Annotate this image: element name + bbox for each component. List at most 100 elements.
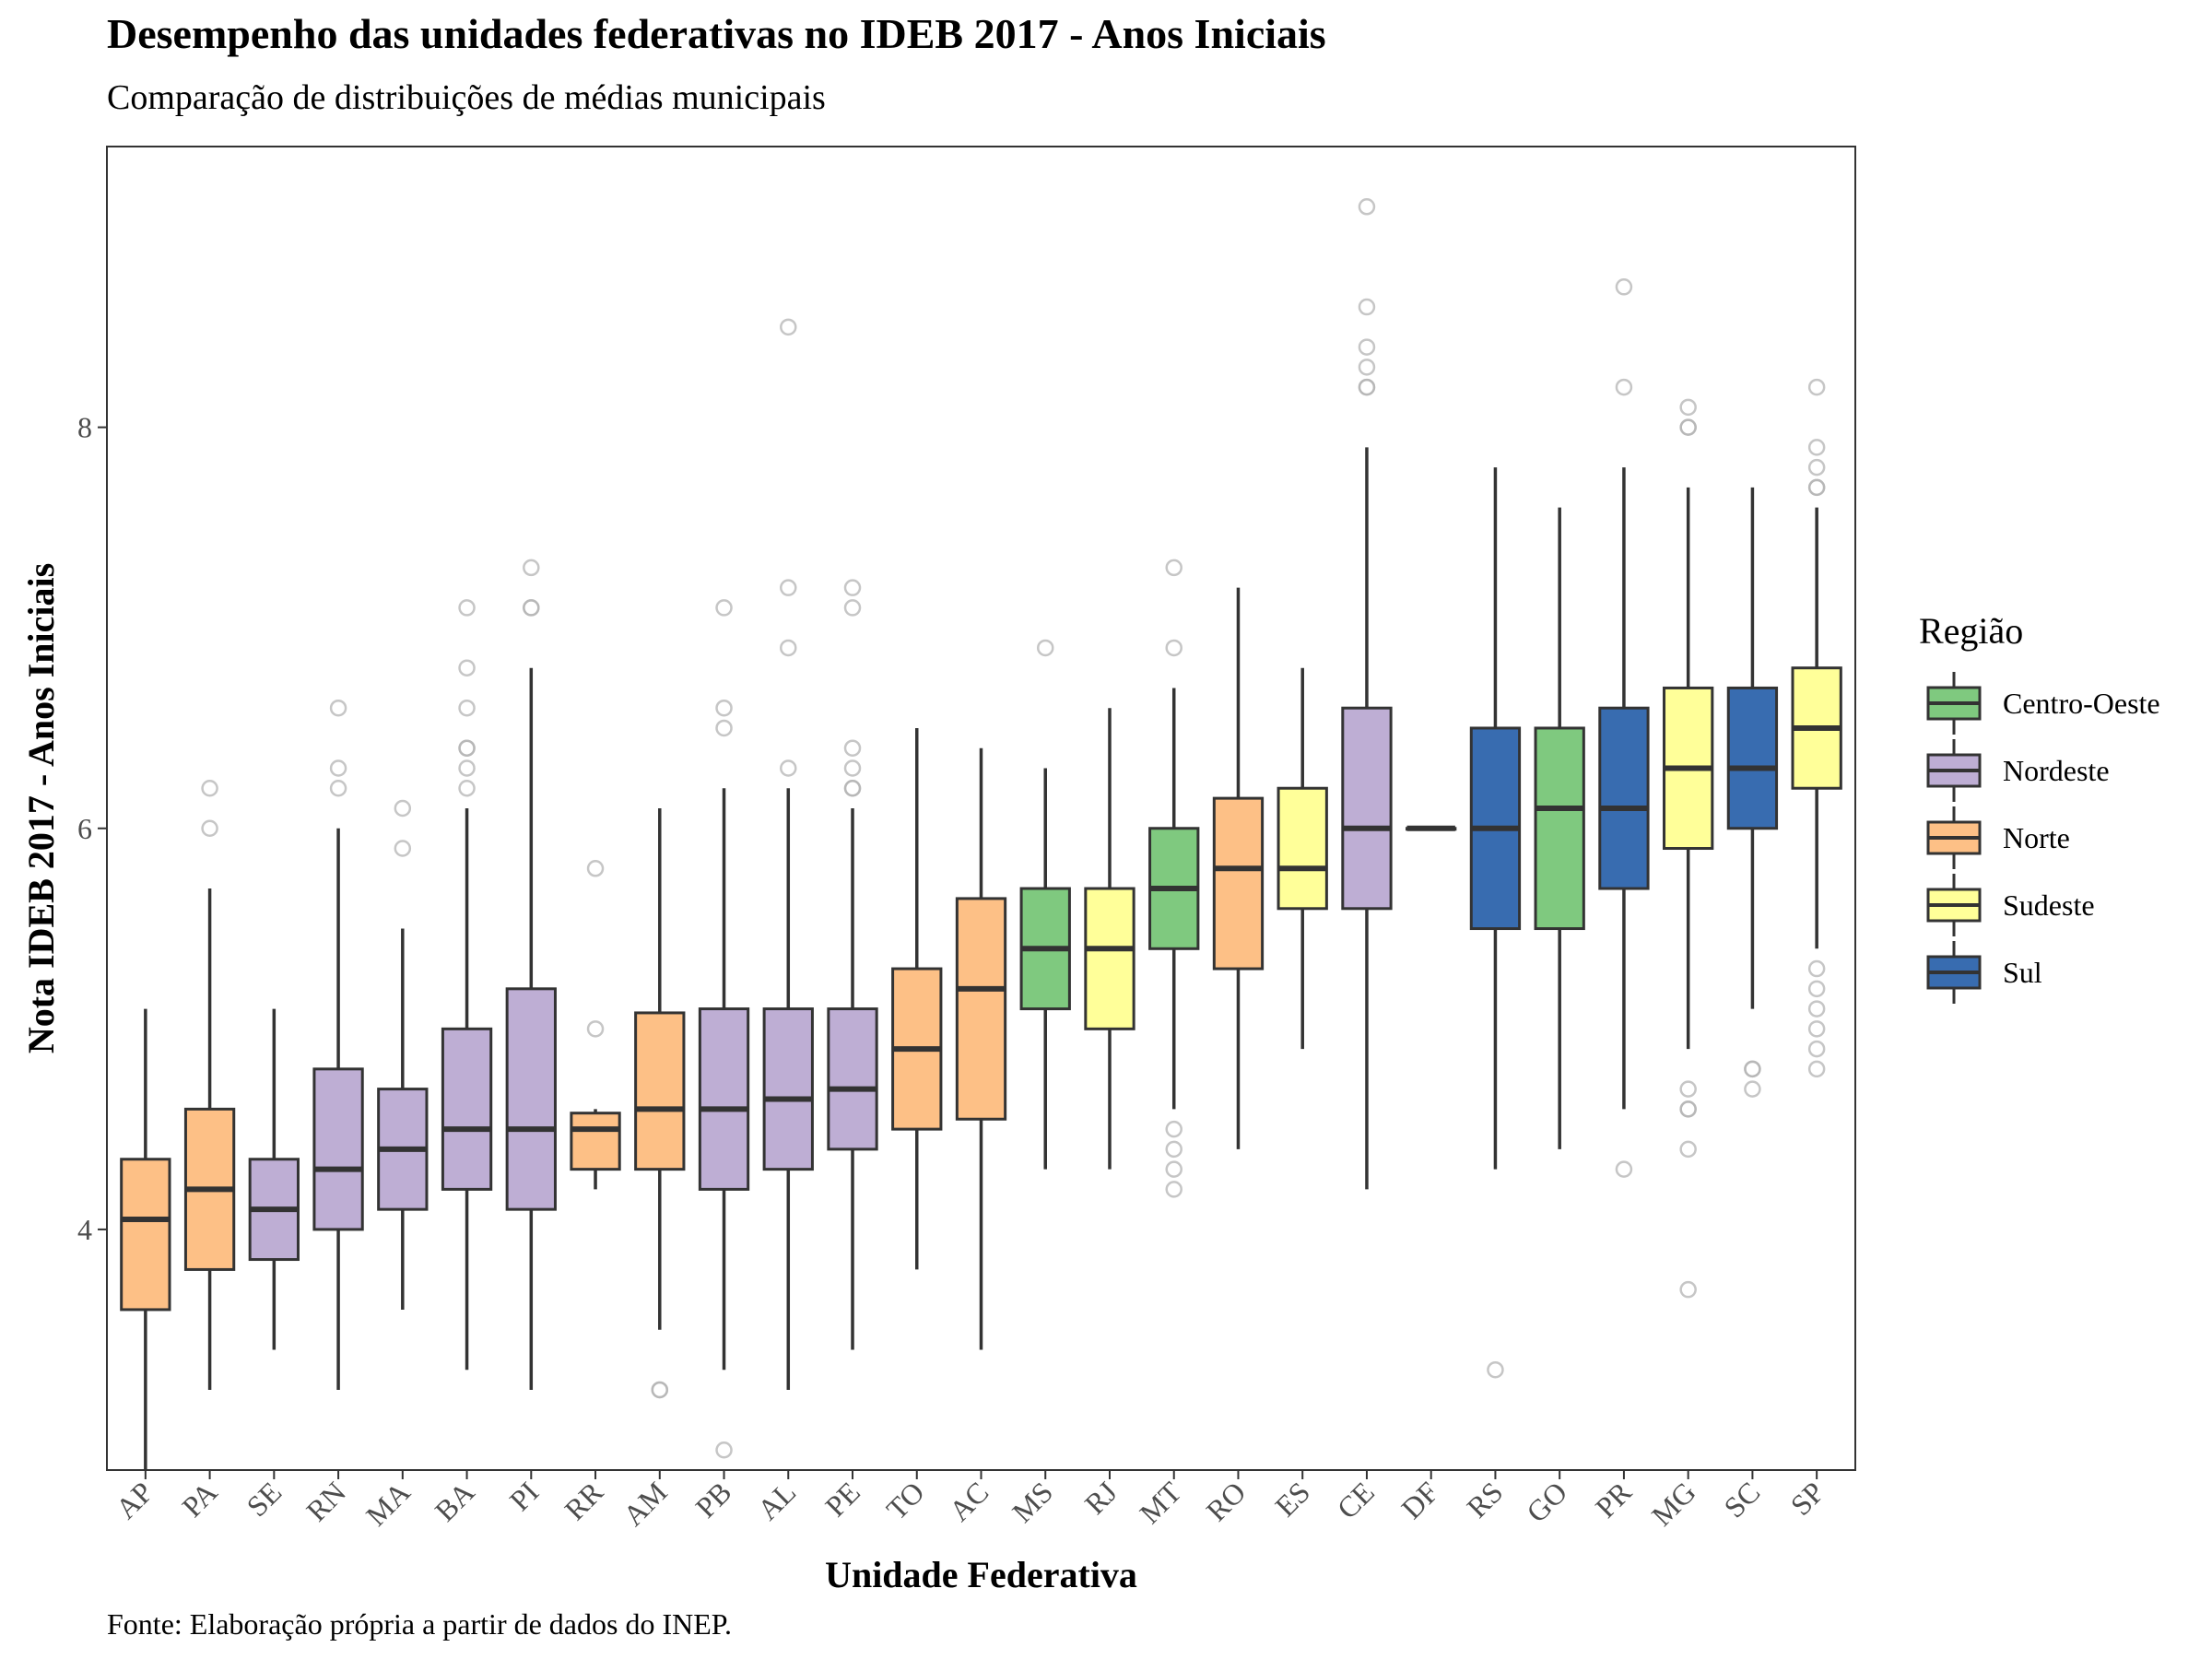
box-mg	[1663, 398, 1714, 1299]
box-iqr	[1341, 706, 1393, 911]
box-es	[1277, 667, 1328, 1050]
outlier-point	[329, 779, 347, 797]
box-iqr	[698, 1007, 750, 1191]
outlier-point	[394, 840, 412, 857]
box-pa	[183, 779, 236, 1390]
outlier-point	[329, 699, 347, 717]
legend-title: Região	[1919, 610, 2023, 652]
box-sc	[1726, 487, 1779, 1098]
box-sp	[1791, 378, 1842, 1078]
outlier-point	[651, 1381, 669, 1399]
outlier-point	[1358, 359, 1376, 376]
box-ms	[1019, 639, 1071, 1170]
box-iqr	[505, 987, 557, 1211]
box-iqr	[1212, 796, 1265, 971]
x-tick-label: RS	[1460, 1475, 1509, 1524]
outlier-point	[394, 799, 412, 818]
legend-label: Norte	[2003, 821, 2070, 854]
x-tick-label: AP	[109, 1475, 159, 1524]
outlier-point	[1807, 1000, 1826, 1018]
box-iqr	[955, 897, 1007, 1121]
outlier-point	[1679, 1140, 1697, 1159]
box-iqr	[120, 1158, 171, 1312]
outlier-point	[715, 1441, 733, 1459]
box-go	[1534, 507, 1585, 1149]
outlier-point	[1807, 439, 1826, 456]
box-iqr	[634, 1011, 686, 1171]
outlier-point	[1358, 198, 1376, 216]
outlier-point	[1165, 1160, 1182, 1178]
box-iqr	[1726, 686, 1779, 830]
outlier-point	[1165, 1181, 1182, 1198]
outlier-point	[780, 318, 797, 336]
outlier-point	[458, 739, 476, 757]
legend-item-centro-oeste: Centro-Oeste	[1926, 672, 2160, 735]
outlier-point	[780, 639, 797, 657]
x-tick-label: PA	[175, 1475, 223, 1523]
x-tick-label: RO	[1200, 1475, 1253, 1527]
outlier-point	[715, 719, 733, 737]
outlier-point	[715, 699, 733, 717]
box-iqr	[1598, 706, 1650, 890]
x-tick-label: PB	[688, 1475, 737, 1524]
x-tick-label: MT	[1133, 1475, 1188, 1530]
outlier-point	[201, 779, 218, 797]
outlier-point	[843, 779, 862, 797]
box-iqr	[441, 1027, 493, 1191]
outlier-point	[1615, 378, 1633, 396]
box-rj	[1084, 708, 1135, 1170]
box-iqr	[312, 1067, 364, 1231]
outlier-point	[1358, 338, 1376, 356]
y-tick-label: 6	[77, 812, 92, 845]
x-tick-label: DF	[1394, 1475, 1444, 1524]
box-iqr	[1277, 786, 1328, 911]
box-ma	[377, 799, 429, 1310]
x-tick-label: MS	[1006, 1475, 1059, 1528]
box-iqr	[827, 1007, 878, 1151]
outlier-point	[201, 819, 218, 838]
x-tick-label: RN	[300, 1475, 352, 1527]
box-ro	[1212, 587, 1265, 1149]
outlier-point	[1679, 398, 1697, 417]
outlier-point	[458, 599, 476, 617]
outlier-point	[1487, 1360, 1504, 1379]
outlier-point	[1807, 959, 1826, 978]
box-mt	[1148, 559, 1200, 1198]
box-pi	[505, 559, 557, 1390]
x-tick-label: RR	[558, 1475, 609, 1526]
outlier-point	[523, 559, 540, 577]
x-tick-label: SP	[1783, 1475, 1830, 1522]
y-tick-label: 8	[77, 411, 92, 444]
x-tick-label: PI	[503, 1475, 546, 1517]
outlier-point	[458, 759, 476, 777]
box-df	[1406, 825, 1457, 831]
legend-label: Nordeste	[2003, 754, 2110, 787]
box-rn	[312, 699, 364, 1390]
box-pb	[698, 599, 750, 1459]
outlier-point	[586, 1020, 605, 1038]
outlier-point	[843, 599, 862, 617]
outlier-point	[458, 659, 476, 677]
x-tick-label: RJ	[1078, 1475, 1124, 1520]
outlier-point	[1807, 980, 1826, 998]
outlier-point	[1679, 1080, 1697, 1098]
legend-label: Sul	[2003, 956, 2042, 989]
outlier-point	[1358, 378, 1376, 396]
box-se	[248, 1008, 300, 1350]
outlier-point	[1615, 278, 1633, 296]
outlier-point	[1807, 1060, 1826, 1078]
box-ap	[120, 1008, 171, 1470]
outlier-point	[1807, 1040, 1826, 1058]
x-axis-title: Unidade Federativa	[825, 1554, 1137, 1595]
outlier-point	[1679, 1280, 1697, 1299]
outlier-point	[843, 759, 862, 777]
outlier-point	[1358, 298, 1376, 316]
outlier-point	[1036, 639, 1054, 657]
box-ac	[955, 747, 1007, 1350]
outlier-point	[458, 699, 476, 717]
x-tick-label: TO	[879, 1475, 930, 1525]
box-pe	[827, 579, 878, 1350]
box-rr	[570, 860, 621, 1190]
chart-title: Desempenho das unidades federativas no I…	[107, 10, 1326, 57]
outlier-point	[1744, 1080, 1761, 1098]
